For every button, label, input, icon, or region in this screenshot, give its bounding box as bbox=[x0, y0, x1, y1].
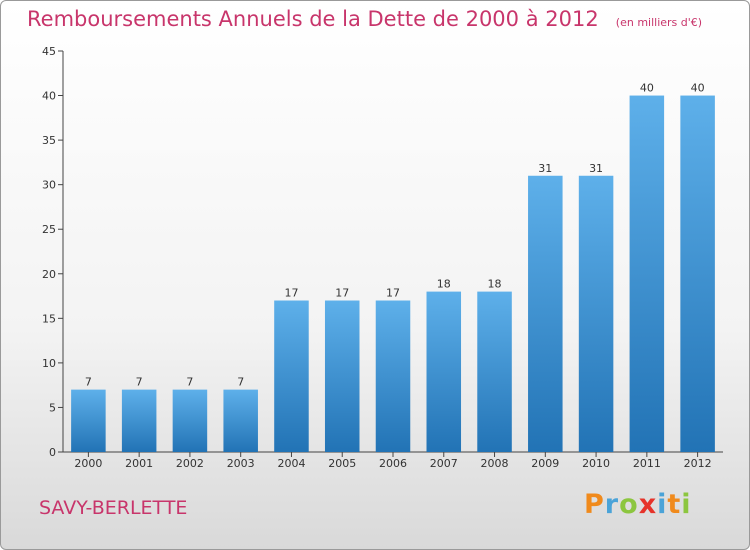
y-tick-label: 40 bbox=[42, 90, 56, 103]
bar bbox=[629, 95, 665, 453]
y-tick-label: 35 bbox=[42, 134, 56, 147]
bar bbox=[426, 291, 462, 452]
x-tick-label: 2009 bbox=[531, 457, 559, 470]
bar bbox=[578, 175, 614, 452]
data-label: 31 bbox=[589, 162, 603, 175]
data-label: 7 bbox=[85, 376, 92, 389]
y-tick-label: 10 bbox=[42, 357, 56, 370]
data-label: 7 bbox=[186, 376, 193, 389]
x-tick-label: 2000 bbox=[74, 457, 102, 470]
unit-note: (en milliers d'€) bbox=[615, 16, 703, 29]
data-label: 18 bbox=[437, 278, 451, 291]
bar bbox=[528, 175, 563, 452]
data-label: 17 bbox=[335, 287, 349, 300]
axes: 0 5 10 15 20 25 30 35 40 45 2000 2001 2002 2003 2004 20… bbox=[42, 45, 723, 470]
place-name: SAVY-BERLETTE bbox=[39, 497, 188, 519]
x-tick-label: 2007 bbox=[430, 457, 458, 470]
logo-letter: i bbox=[657, 489, 668, 520]
x-tick-label: 2012 bbox=[684, 457, 712, 470]
bar bbox=[274, 300, 309, 452]
chart-title: Remboursements Annuels de la Dette de 20… bbox=[27, 7, 599, 31]
x-tick-label: 2005 bbox=[328, 457, 356, 470]
data-label: 7 bbox=[136, 376, 143, 389]
bar bbox=[477, 291, 512, 452]
bars bbox=[71, 95, 715, 453]
logo-letter: t bbox=[667, 489, 682, 520]
y-tick-label: 15 bbox=[42, 312, 56, 325]
chart-title-block: Remboursements Annuels de la Dette de 20… bbox=[27, 7, 702, 31]
bar bbox=[71, 389, 106, 452]
data-label: 40 bbox=[691, 82, 705, 95]
x-tick-label: 2008 bbox=[481, 457, 509, 470]
bar bbox=[172, 389, 208, 452]
data-labels: 7 7 7 7 17 17 17 18 18 31 31 40 40 bbox=[85, 82, 705, 389]
data-label: 17 bbox=[386, 287, 400, 300]
logo-letter: i bbox=[681, 489, 692, 520]
bar bbox=[375, 300, 411, 452]
y-tick-label: 20 bbox=[42, 268, 56, 281]
data-label: 18 bbox=[488, 278, 502, 291]
logo-letter: P bbox=[584, 489, 605, 520]
x-tick-label: 2002 bbox=[176, 457, 204, 470]
y-tick-label: 25 bbox=[42, 223, 56, 236]
x-tick-label: 2001 bbox=[125, 457, 153, 470]
y-tick-label: 30 bbox=[42, 179, 56, 192]
logo-letter: x bbox=[638, 489, 658, 520]
bar bbox=[223, 389, 258, 452]
x-tick-label: 2003 bbox=[227, 457, 255, 470]
data-label: 40 bbox=[640, 82, 654, 95]
logo-letter: o bbox=[619, 489, 639, 520]
data-label: 31 bbox=[538, 162, 552, 175]
data-label: 7 bbox=[237, 376, 244, 389]
proxiti-logo: Proxiti bbox=[584, 489, 692, 520]
bar bbox=[324, 300, 360, 452]
y-tick-label: 0 bbox=[49, 446, 56, 459]
y-tick-label: 5 bbox=[49, 401, 56, 414]
bar bbox=[680, 95, 715, 453]
x-tick-label: 2004 bbox=[277, 457, 305, 470]
x-tick-label: 2010 bbox=[582, 457, 610, 470]
data-label: 17 bbox=[284, 287, 298, 300]
y-tick-label: 45 bbox=[42, 45, 56, 58]
x-tick-label: 2011 bbox=[633, 457, 661, 470]
x-tick-label: 2006 bbox=[379, 457, 407, 470]
bar bbox=[121, 389, 157, 452]
logo-letter: r bbox=[604, 489, 620, 520]
